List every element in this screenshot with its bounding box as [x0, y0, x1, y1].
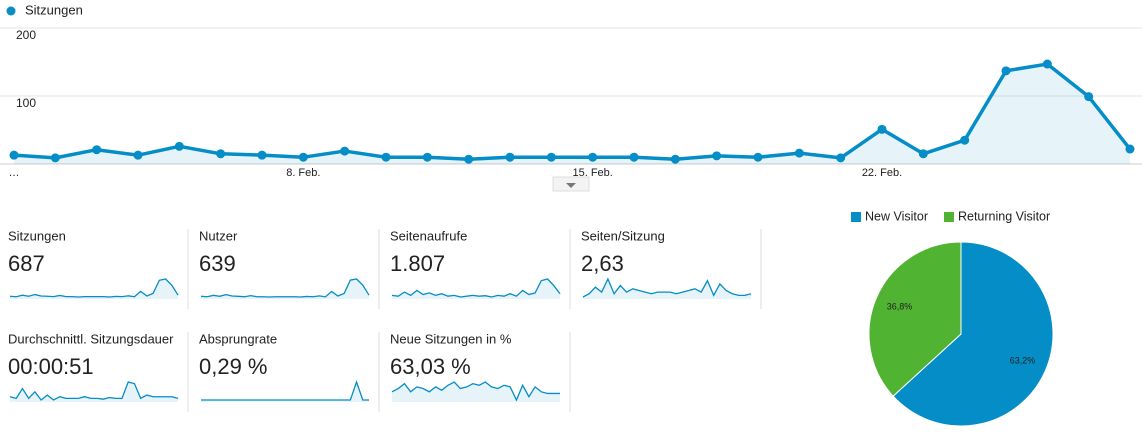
toggle-arrow	[566, 183, 576, 188]
metric-value: 1.807	[390, 251, 445, 276]
metric-value: 639	[199, 251, 236, 276]
metric-value: 0,29 %	[199, 354, 268, 379]
point	[629, 152, 639, 162]
point	[174, 141, 184, 151]
point	[588, 152, 598, 162]
x-tick-label: 22. Feb.	[862, 167, 902, 179]
y-tick-label: 100	[16, 96, 36, 110]
point	[422, 152, 432, 162]
point	[877, 124, 887, 134]
point	[257, 150, 267, 160]
point	[670, 154, 680, 164]
sparkline	[200, 278, 370, 298]
point	[340, 146, 350, 156]
point	[464, 154, 474, 164]
metric-label: Sitzungen	[8, 228, 66, 243]
legend-swatch	[851, 212, 861, 222]
x-tick-label: …	[9, 167, 20, 179]
sparkline-area	[583, 279, 751, 299]
sparkline	[9, 278, 179, 298]
legend-swatch	[943, 212, 954, 222]
point	[836, 153, 846, 163]
point	[794, 148, 804, 158]
point	[1084, 92, 1094, 102]
sparkline	[582, 277, 752, 298]
legend-label: Returning Visitor	[958, 209, 1050, 223]
sparkline-area	[10, 279, 178, 299]
metric-label: Neue Sitzungen in %	[390, 331, 512, 346]
sparkline-area	[392, 279, 560, 299]
point	[1125, 144, 1135, 154]
point	[546, 152, 556, 162]
metric-label: Seiten/Sitzung	[581, 228, 665, 243]
slice-label: 63,2%	[1010, 355, 1036, 365]
metric-value: 63,03 %	[390, 354, 471, 379]
metric-label: Durchschnittl. Sitzungsdauer	[8, 331, 174, 346]
sparkline-area	[201, 382, 369, 402]
point	[960, 135, 970, 145]
sparkline	[391, 278, 561, 298]
sparkline	[201, 380, 369, 401]
metric-value: 687	[8, 251, 45, 276]
metric-value: 00:00:51	[8, 354, 94, 379]
point	[505, 152, 515, 162]
point	[753, 152, 763, 162]
x-tick-label: 15. Feb.	[572, 167, 612, 179]
sparkline	[391, 381, 560, 402]
point	[92, 145, 102, 155]
point	[1001, 66, 1011, 76]
legend-dot	[6, 6, 16, 16]
y-tick-label: 200	[16, 28, 36, 42]
metric-label: Nutzer	[199, 228, 238, 243]
point	[133, 150, 143, 160]
metric-value: 2,63	[581, 251, 624, 276]
point	[918, 149, 928, 159]
point	[381, 152, 391, 162]
sparkline-area	[10, 382, 178, 402]
x-tick-label: 8. Feb.	[286, 167, 320, 179]
point	[1042, 59, 1052, 69]
point	[9, 150, 19, 160]
point	[216, 149, 226, 159]
legend-label: Sitzungen	[25, 2, 83, 17]
sparkline	[9, 381, 179, 401]
metric-label: Seitenaufrufe	[390, 228, 467, 243]
pie-slice	[868, 241, 962, 397]
metric-label: Absprungrate	[199, 331, 277, 346]
point	[298, 152, 308, 162]
line	[13, 62, 1132, 161]
legend-label: New Visitor	[865, 209, 928, 223]
point	[712, 151, 722, 161]
slice-label: 36,8%	[887, 301, 913, 311]
point	[50, 153, 60, 163]
sparkline-area	[201, 279, 369, 299]
pie-slice	[892, 241, 1054, 427]
